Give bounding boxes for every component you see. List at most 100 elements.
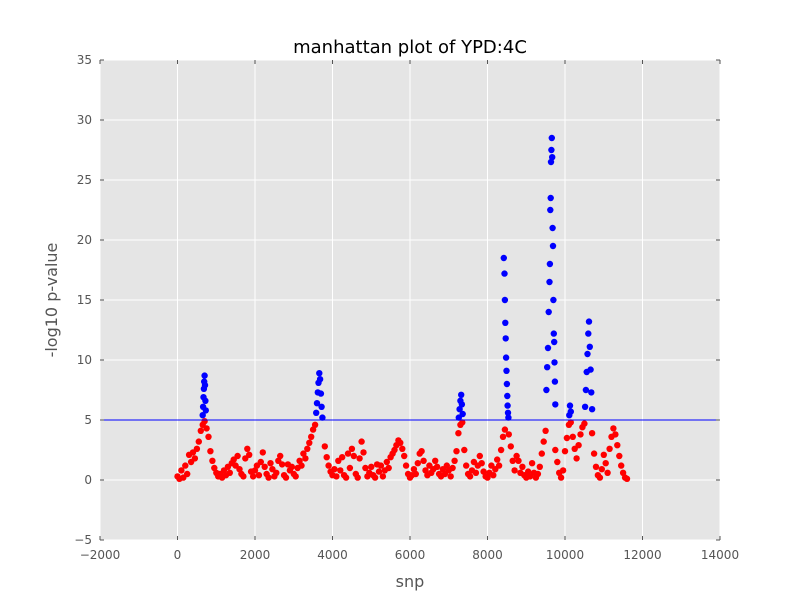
data-point [451,457,458,464]
data-point [331,466,338,473]
data-point [333,473,340,480]
data-point [246,451,253,458]
data-point [616,452,623,460]
data-point [561,448,569,455]
data-point [463,462,470,469]
data-point [360,449,367,456]
data-point [178,467,185,474]
x-tick-label: 12000 [623,548,661,562]
data-point [543,386,550,394]
data-point [552,446,559,454]
data-point [567,419,574,426]
data-point [585,330,592,337]
data-point [490,472,497,479]
data-point [511,467,518,474]
axis-ticks [99,59,721,541]
y-tick-label: 5 [84,413,92,427]
data-point [313,409,320,416]
y-axis-label: -log10 p-value [42,243,61,358]
data-point [337,467,344,474]
data-point [377,462,385,469]
data-point [554,458,561,466]
data-point [504,402,511,409]
data-point [501,426,509,433]
data-point [582,386,590,394]
y-tick-label: 15 [77,293,92,307]
data-point [519,463,526,470]
data-point [201,382,209,389]
data-point [195,438,202,445]
data-point [379,473,387,480]
data-point [362,464,369,472]
data-point [500,254,507,262]
data-point [557,474,565,481]
data-point [292,473,299,480]
data-point [257,458,264,466]
data-point [544,364,551,371]
data-point [581,403,589,410]
data-point [569,433,576,440]
data-point [596,474,604,481]
y-tick-label: 35 [77,53,92,67]
data-point [184,470,191,478]
data-point [618,462,625,469]
data-point [549,224,556,232]
data-point [542,427,549,434]
data-point [311,421,319,428]
data-point [201,418,208,425]
data-point [226,469,233,476]
data-point [191,455,199,462]
data-point [193,445,201,452]
data-point [202,397,209,404]
data-point [321,443,328,450]
data-point [323,454,330,461]
data-point [391,446,398,454]
data-point [528,460,536,467]
data-point [202,407,209,414]
data-point [549,242,557,250]
data-point [587,366,594,373]
data-point [507,443,514,450]
x-tick-label: 8000 [472,548,503,562]
data-point [453,448,460,455]
data-point [354,474,361,481]
data-point [588,389,595,396]
data-point [399,445,406,452]
data-point [316,370,323,377]
data-point [203,425,210,432]
data-point [588,406,596,413]
data-point [240,473,247,480]
data-point [612,431,619,438]
data-point [534,470,542,478]
data-point [552,401,559,408]
data-point [544,344,552,352]
data-point [606,445,613,452]
data-point [509,457,516,464]
data-point [547,194,554,202]
data-point [282,474,290,481]
data-point [592,463,600,470]
data-point [466,473,474,480]
data-point [304,445,311,452]
data-point [459,419,466,426]
data-point [368,463,375,470]
data-point [501,270,508,277]
data-point [472,469,480,476]
data-point [600,451,607,458]
y-tick-label: 25 [77,173,92,187]
data-point [443,462,450,469]
data-point [459,410,466,418]
data-point [581,420,588,427]
data-point [319,414,326,421]
data-point [401,452,408,460]
data-point [551,338,558,346]
data-point [619,469,627,476]
data-point [449,464,456,472]
data-point [236,466,243,473]
data-point [505,431,512,438]
data-point [308,433,315,440]
data-point [480,468,487,475]
data-point [551,378,559,385]
data-point [458,391,465,398]
